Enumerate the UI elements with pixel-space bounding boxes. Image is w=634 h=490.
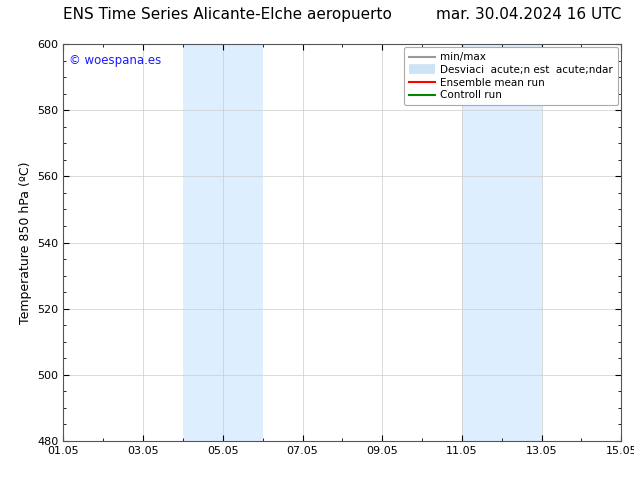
Bar — [462, 44, 541, 441]
Text: © woespana.es: © woespana.es — [69, 54, 161, 67]
Bar — [183, 44, 262, 441]
Y-axis label: Temperature 850 hPa (ºC): Temperature 850 hPa (ºC) — [19, 161, 32, 324]
Legend: min/max, Desviaci  acute;n est  acute;ndar, Ensemble mean run, Controll run: min/max, Desviaci acute;n est acute;ndar… — [404, 47, 618, 105]
Text: mar. 30.04.2024 16 UTC: mar. 30.04.2024 16 UTC — [436, 7, 621, 22]
Text: ENS Time Series Alicante-Elche aeropuerto: ENS Time Series Alicante-Elche aeropuert… — [63, 7, 392, 22]
